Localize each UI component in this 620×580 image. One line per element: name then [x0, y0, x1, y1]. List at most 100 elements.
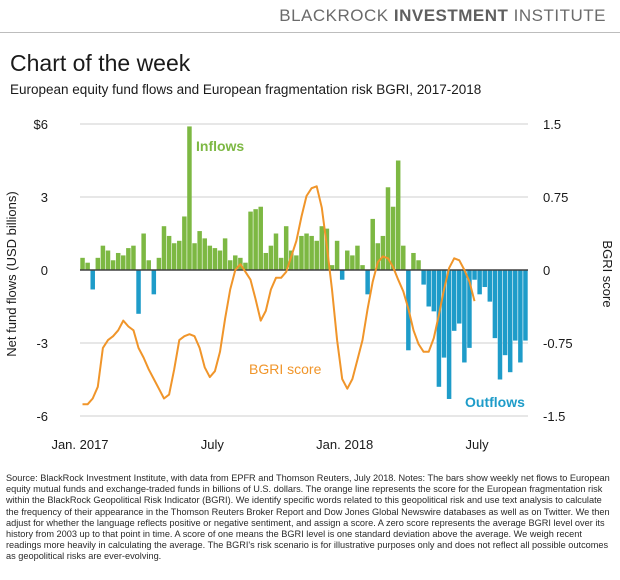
inflow-bar [177, 240, 182, 270]
inflow-bar [416, 260, 421, 270]
y-tick-label-right: -1.5 [543, 409, 565, 424]
outflow-bar [451, 270, 457, 331]
y-tick-label-right: -0.75 [543, 336, 573, 351]
outflow-bar [421, 270, 426, 285]
y-tick-label-right: 0.75 [543, 190, 568, 205]
inflow-bar [95, 257, 101, 270]
outflow-bar [482, 270, 487, 288]
inflow-bar [289, 250, 294, 270]
brand-logo: BLACKROCK INVESTMENT INSTITUTE [279, 6, 606, 26]
outflow-bar [502, 270, 508, 356]
inflow-bar [283, 226, 289, 270]
inflow-bar [263, 252, 269, 270]
inflow-bar [258, 206, 263, 270]
inflow-bar [411, 252, 416, 270]
inflow-bar [345, 250, 350, 270]
inflow-bar [395, 160, 401, 270]
inflow-bar [166, 235, 172, 270]
inflow-bar [115, 252, 121, 270]
inflow-bar [304, 233, 309, 270]
outflow-bar [446, 270, 452, 399]
inflow-bar [141, 233, 146, 270]
outflow-bar [497, 270, 503, 380]
outflow-bar [462, 270, 467, 363]
y-tick-label-left: 0 [41, 263, 48, 278]
inflow-bar [110, 260, 116, 270]
x-tick-label: July [201, 437, 225, 452]
header-rule [0, 32, 620, 33]
inflow-bar [182, 216, 187, 270]
outflow-bar [436, 270, 442, 387]
page-title: Chart of the week [10, 50, 191, 76]
outflow-bar [467, 270, 472, 348]
bgri-score-label: BGRI score [249, 361, 322, 377]
y-tick-label-left: -3 [36, 336, 48, 351]
inflow-bar [131, 245, 136, 270]
inflow-bar [294, 255, 299, 270]
inflow-bar [85, 262, 90, 270]
outflow-bar [426, 270, 431, 307]
y-axis-label-left: Net fund flows (USD billions) [4, 191, 19, 356]
inflow-bar [355, 245, 360, 270]
outflow-bar [472, 270, 477, 280]
outflow-bar [457, 270, 462, 324]
outflow-bar [365, 270, 370, 295]
inflow-bar [350, 255, 355, 270]
brand-bold: INVESTMENT [393, 6, 509, 25]
inflow-bar [329, 265, 335, 270]
flow-bars [80, 126, 528, 399]
inflow-bar [171, 243, 177, 270]
outflow-bar [151, 270, 157, 295]
inflow-bar [217, 250, 223, 270]
inflow-bar [268, 245, 274, 270]
inflow-bar [401, 245, 406, 270]
outflow-bar [492, 270, 498, 339]
inflow-bar [202, 238, 207, 270]
inflow-bar [273, 233, 279, 270]
outflow-bar [477, 270, 482, 295]
inflow-bar [360, 265, 365, 270]
inflows-label: Inflows [196, 138, 244, 154]
x-tick-label: Jan. 2018 [316, 437, 373, 452]
inflow-bar [207, 245, 213, 270]
outflows-label: Outflows [465, 394, 525, 410]
grid-lines [80, 123, 528, 417]
x-tick-label: July [466, 437, 490, 452]
inflow-bar [156, 257, 162, 270]
inflow-bar [309, 235, 314, 270]
outflow-bar [507, 270, 513, 373]
inflow-bar [126, 248, 131, 270]
inflow-bar [314, 240, 319, 270]
source-notes: Source: BlackRock Investment Institute, … [6, 473, 610, 562]
inflow-bar [375, 243, 381, 270]
inflow-bar [299, 235, 304, 270]
outflow-bar [513, 270, 518, 341]
outflow-bar [339, 270, 345, 280]
inflow-bar [100, 245, 106, 270]
outflow-bar [90, 270, 95, 290]
inflow-bar [192, 243, 197, 270]
inflow-bar [278, 257, 284, 270]
inflow-bar [80, 257, 85, 270]
outflow-bar [518, 270, 523, 363]
y-tick-label-left: -6 [36, 409, 48, 424]
y-tick-label-left: 3 [41, 190, 48, 205]
inflow-bar [385, 187, 391, 270]
inflow-bar [253, 209, 258, 270]
y-tick-label-right: 0 [543, 263, 550, 278]
inflow-bar [146, 260, 151, 270]
y-axis-label-right: BGRI score [600, 240, 615, 307]
chart-annotations: Inflows BGRI score Outflows [196, 138, 525, 410]
outflow-bar [431, 270, 437, 312]
fund-flows-chart: $6 3 0 -3 -6 1.5 0.75 0 -0.75 -1.5 Jan. 2017 July Ja… [4, 117, 615, 452]
brand-regular: BLACKROCK [279, 6, 389, 25]
inflow-bar [334, 240, 340, 270]
x-tick-label: Jan. 2017 [51, 437, 108, 452]
y-tick-label-right: 1.5 [543, 117, 561, 132]
inflow-bar [319, 226, 325, 270]
page-header: BLACKROCK INVESTMENT INSTITUTE [0, 0, 620, 34]
inflow-bar [390, 206, 396, 270]
y-tick-label-left: $6 [34, 117, 48, 132]
outflow-bar [523, 270, 528, 341]
chart-subtitle: European equity fund flows and European … [10, 82, 482, 97]
